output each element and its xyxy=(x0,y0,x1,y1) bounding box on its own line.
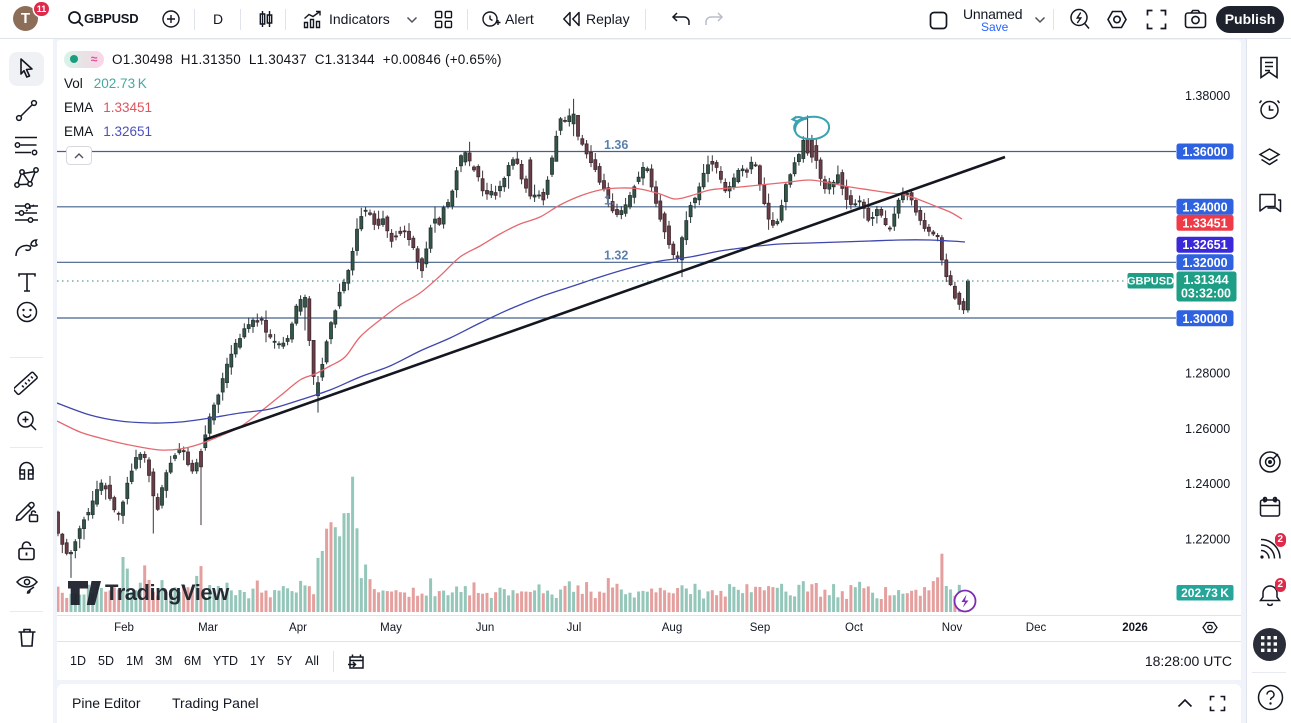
svg-text:TradingView: TradingView xyxy=(105,580,230,605)
svg-text:1.: 1. xyxy=(604,194,614,208)
svg-text:1.28000: 1.28000 xyxy=(1185,367,1230,381)
svg-text:1.32: 1.32 xyxy=(604,249,628,263)
svg-text:1.24000: 1.24000 xyxy=(1185,477,1230,491)
svg-text:1.34000: 1.34000 xyxy=(1182,200,1227,214)
svg-text:1.30000: 1.30000 xyxy=(1182,312,1227,326)
svg-text:1.32651: 1.32651 xyxy=(1182,238,1227,252)
svg-text:03:32:00: 03:32:00 xyxy=(1181,287,1231,301)
svg-text:1.32000: 1.32000 xyxy=(1182,256,1227,270)
svg-text:202.73 K: 202.73 K xyxy=(1181,586,1229,600)
svg-text:1.36: 1.36 xyxy=(604,138,628,152)
svg-text:1.36000: 1.36000 xyxy=(1182,145,1227,159)
svg-text:1.31344: 1.31344 xyxy=(1183,273,1228,287)
svg-text:1.38000: 1.38000 xyxy=(1185,89,1230,103)
svg-text:1.33451: 1.33451 xyxy=(1182,216,1227,230)
svg-text:1.22000: 1.22000 xyxy=(1185,533,1230,547)
svg-text:1.26000: 1.26000 xyxy=(1185,422,1230,436)
svg-text:GBPUSD: GBPUSD xyxy=(1127,276,1174,288)
